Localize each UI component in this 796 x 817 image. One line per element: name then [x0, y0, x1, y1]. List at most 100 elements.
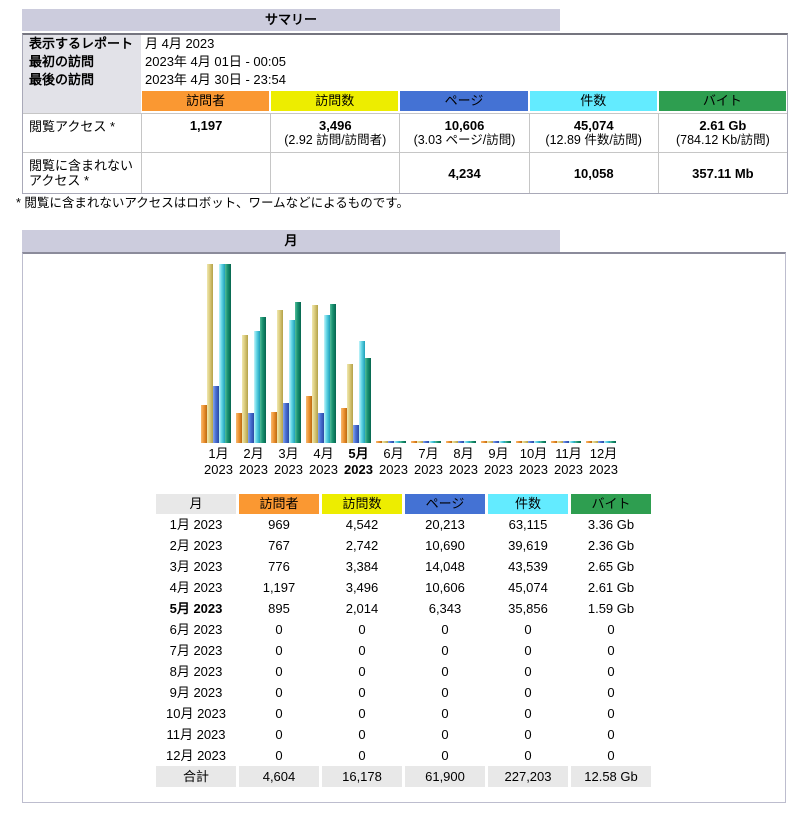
month-value-訪問者: 0 — [275, 622, 283, 637]
month-value-訪問数: 4,542 — [345, 517, 379, 532]
bar-訪問者-4月 2023 — [306, 396, 312, 443]
viewed-visitors-cell: 1,197 — [141, 114, 270, 152]
month-value-訪問数: 0 — [358, 664, 366, 679]
month-value-ページ: 0 — [441, 706, 449, 721]
month-value-訪問者: 0 — [275, 727, 283, 742]
bar-バイト (Gb)-12月 2023 — [610, 441, 616, 443]
bar-件数-7月 2023 — [429, 441, 435, 443]
not-viewed-traffic-label: 閲覧に含まれないアクセス * — [29, 158, 134, 188]
bar-件数-2月 2023 — [254, 331, 260, 443]
report-period-label: 表示するレポート — [23, 35, 141, 53]
bar-訪問者-1月 2023 — [201, 405, 207, 443]
monthly-box: 1月 2023 2月 2023 3月 2023 4月 2023 5月 2023 6月 2023 7月 20… — [22, 252, 786, 803]
month-value-ページ: 0 — [441, 664, 449, 679]
column-header-visitors: 訪問者 — [142, 91, 270, 111]
month-axis-label-6月 2023: 6月 2023 — [379, 446, 408, 477]
column-header-visits: 訪問数 — [271, 91, 399, 111]
bar-バイト (Gb)-3月 2023 — [295, 302, 301, 443]
bar-ページ-2月 2023 — [248, 413, 254, 443]
month-value-訪問者: 0 — [275, 643, 283, 658]
bar-訪問者-5月 2023 — [341, 408, 347, 443]
bar-件数-1月 2023 — [219, 264, 225, 443]
month-axis-label-12月 2023: 12月 2023 — [589, 446, 618, 477]
month-value-バイト: 3.36 Gb — [587, 517, 635, 532]
bar-訪問数-3月 2023 — [277, 310, 283, 443]
column-header-pages: ページ — [400, 91, 528, 111]
month-label: 3月 2023 — [169, 559, 223, 574]
not-viewed-visitors-cell — [141, 153, 270, 193]
month-value-件数: 63,115 — [508, 517, 548, 532]
bar-件数-10月 2023 — [534, 441, 540, 443]
bar-訪問者-7月 2023 — [411, 441, 417, 443]
monthly-table-body: 1月 2023 969 4,542 20,213 63,115 3.36 Gb 2月 202… — [156, 514, 651, 766]
viewed-pages-cell: 10,606 (3.03 ページ/訪問) — [399, 114, 528, 152]
not-viewed-bytes-cell: 357.11 Mb — [657, 153, 787, 193]
month-label: 10月 2023 — [166, 706, 226, 721]
bar-バイト (Gb)-9月 2023 — [505, 441, 511, 443]
monthly-col-header-バイト: バイト — [571, 494, 651, 514]
bar-件数-4月 2023 — [324, 315, 330, 443]
bar-訪問数-2月 2023 — [242, 335, 248, 443]
bar-ページ-5月 2023 — [353, 425, 359, 443]
month-value-訪問数: 0 — [358, 748, 366, 763]
summary-info-rows: 表示するレポート 月 4月 2023 最初の訪問 2023年 4月 01日 - … — [23, 35, 787, 89]
last-visit-label: 最後の訪問 — [23, 71, 141, 89]
summary-section-title: サマリー — [22, 9, 560, 31]
monthly-section-title: 月 — [22, 230, 560, 252]
month-value-バイト: 0 — [607, 706, 615, 721]
robots-footnote: * 閲覧に含まれないアクセスはロボット、ワームなどによるものです。 — [16, 196, 409, 210]
bar-ページ-10月 2023 — [528, 441, 534, 443]
bar-ページ-7月 2023 — [423, 441, 429, 443]
bar-ページ-11月 2023 — [563, 441, 569, 443]
bar-訪問者-2月 2023 — [236, 413, 242, 443]
month-value-訪問者: 0 — [275, 685, 283, 700]
month-value-件数: 0 — [524, 685, 532, 700]
month-value-バイト: 0 — [607, 748, 615, 763]
month-value-バイト: 2.65 Gb — [587, 559, 635, 574]
summary-header-row: 訪問者 訪問数 ページ 件数 バイト — [23, 89, 787, 113]
month-value-ページ: 10,690 — [425, 538, 465, 553]
month-value-訪問者: 767 — [268, 538, 290, 553]
bar-訪問数-11月 2023 — [557, 441, 563, 443]
monthly-row-8月 2023: 8月 2023 0 0 0 0 0 — [156, 661, 651, 682]
bar-訪問者-11月 2023 — [551, 441, 557, 443]
column-header-bytes: バイト — [658, 91, 786, 111]
first-visit-label: 最初の訪問 — [23, 53, 141, 71]
bar-訪問数-1月 2023 — [207, 264, 213, 443]
viewed-traffic-label: 閲覧アクセス * — [29, 119, 116, 134]
month-value-ページ: 6,343 — [428, 601, 462, 616]
month-value-ページ: 0 — [441, 643, 449, 658]
bar-訪問数-5月 2023 — [347, 364, 353, 443]
month-value-ページ: 10,606 — [425, 580, 465, 595]
month-value-訪問者: 0 — [275, 664, 283, 679]
column-header-hits: 件数 — [529, 91, 657, 111]
bar-件数-12月 2023 — [604, 441, 610, 443]
bar-訪問者-9月 2023 — [481, 441, 487, 443]
month-axis-label-11月 2023: 11月 2023 — [554, 446, 583, 477]
bar-訪問数-10月 2023 — [522, 441, 528, 443]
bar-バイト (Gb)-5月 2023 — [365, 358, 371, 443]
monthly-col-header-件数: 件数 — [488, 494, 568, 514]
month-value-ページ: 0 — [441, 622, 449, 637]
monthly-col-header-訪問数: 訪問数 — [322, 494, 402, 514]
viewed-visits-cell: 3,496 (2.92 訪問/訪問者) — [270, 114, 399, 152]
month-value-バイト: 0 — [607, 622, 615, 637]
monthly-row-7月 2023: 7月 2023 0 0 0 0 0 — [156, 640, 651, 661]
month-value-バイト: 0 — [607, 685, 615, 700]
viewed-traffic-row: 閲覧アクセス * 1,197 3,496 (2.92 訪問/訪問者) 10,60… — [23, 113, 787, 152]
bar-件数-9月 2023 — [499, 441, 505, 443]
bar-ページ-12月 2023 — [598, 441, 604, 443]
month-value-ページ: 14,048 — [425, 559, 465, 574]
month-value-訪問者: 0 — [275, 706, 283, 721]
month-value-訪問数: 2,014 — [345, 601, 379, 616]
bar-バイト (Gb)-11月 2023 — [575, 441, 581, 443]
bar-訪問者-10月 2023 — [516, 441, 522, 443]
bar-件数-11月 2023 — [569, 441, 575, 443]
month-value-訪問者: 895 — [268, 601, 290, 616]
month-value-訪問者: 0 — [275, 748, 283, 763]
month-label: 9月 2023 — [169, 685, 223, 700]
bar-バイト (Gb)-4月 2023 — [330, 304, 336, 443]
month-axis-label-2月 2023: 2月 2023 — [239, 446, 268, 477]
monthly-row-3月 2023: 3月 2023 776 3,384 14,048 43,539 2.65 Gb — [156, 556, 651, 577]
month-value-バイト: 1.59 Gb — [587, 601, 635, 616]
